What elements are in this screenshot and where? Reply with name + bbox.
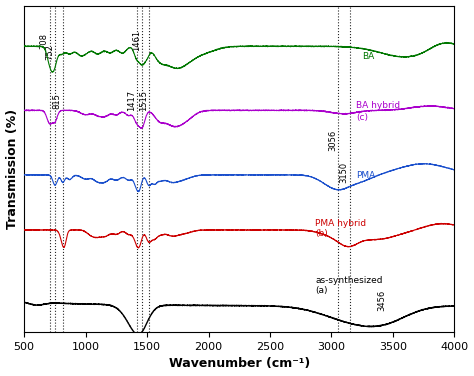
Text: as-synthesized: as-synthesized (316, 276, 383, 285)
Text: PMA: PMA (356, 171, 375, 180)
Text: BA: BA (362, 52, 374, 61)
Text: (c): (c) (356, 113, 368, 122)
Text: 3456: 3456 (377, 290, 386, 311)
Text: (b): (b) (316, 229, 328, 238)
Text: 708: 708 (39, 33, 48, 50)
Text: 1461: 1461 (132, 30, 141, 51)
X-axis label: Wavenumber (cm⁻¹): Wavenumber (cm⁻¹) (169, 358, 310, 370)
Text: 1515: 1515 (139, 90, 148, 111)
Text: 815: 815 (53, 93, 62, 109)
Text: PMA hybrid: PMA hybrid (316, 219, 366, 228)
Text: 1417: 1417 (127, 90, 136, 111)
Text: 3150: 3150 (340, 162, 349, 183)
Y-axis label: Transmission (%): Transmission (%) (6, 109, 18, 229)
Text: 752: 752 (45, 44, 54, 60)
Text: (a): (a) (316, 286, 328, 295)
Text: BA hybrid: BA hybrid (356, 101, 400, 110)
Text: 3056: 3056 (328, 130, 337, 151)
